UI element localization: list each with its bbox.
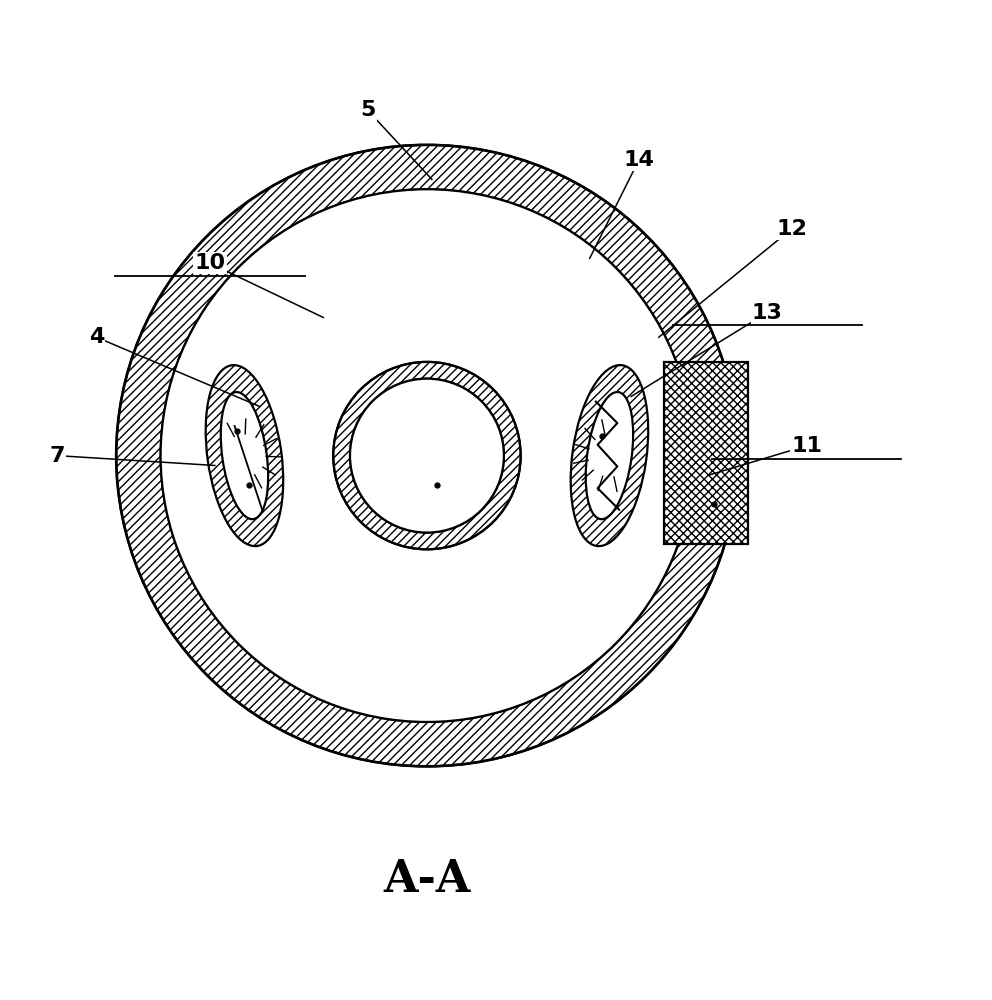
Circle shape — [161, 189, 693, 722]
Bar — [664, 362, 748, 544]
Text: 13: 13 — [752, 303, 783, 323]
Text: 10: 10 — [194, 253, 225, 273]
Bar — [664, 362, 748, 544]
Text: 5: 5 — [360, 100, 375, 120]
Text: A-A: A-A — [383, 858, 470, 901]
Text: 14: 14 — [624, 150, 655, 170]
Circle shape — [333, 362, 521, 549]
Text: 4: 4 — [89, 327, 104, 347]
Ellipse shape — [585, 392, 633, 519]
Text: 12: 12 — [777, 219, 807, 239]
Ellipse shape — [205, 365, 284, 546]
Circle shape — [350, 379, 504, 533]
Circle shape — [116, 145, 738, 766]
Text: 11: 11 — [792, 436, 822, 456]
Ellipse shape — [570, 365, 648, 546]
Text: 7: 7 — [50, 446, 64, 466]
Ellipse shape — [221, 392, 268, 519]
